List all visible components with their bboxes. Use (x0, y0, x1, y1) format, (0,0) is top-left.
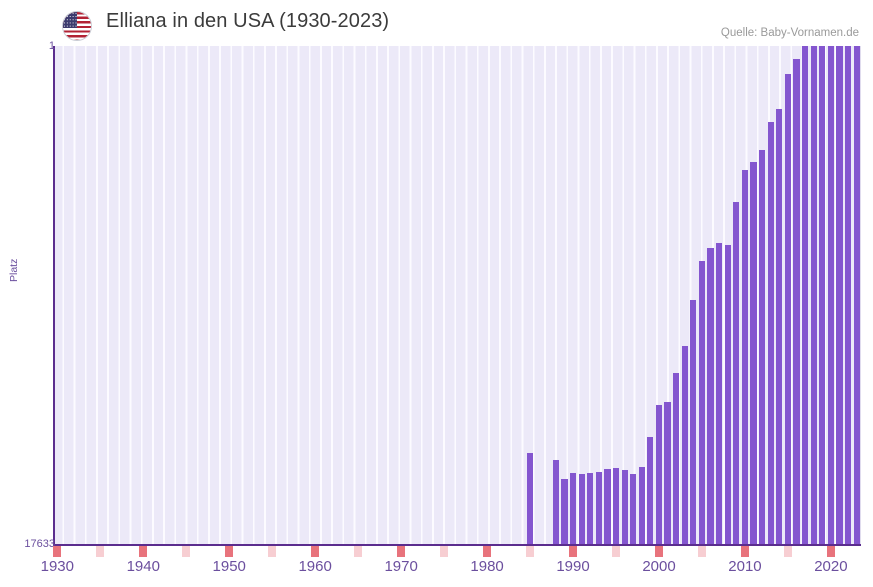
bar-2007[interactable] (716, 243, 723, 545)
x-axis-label-1930: 1930 (40, 558, 74, 575)
x-tick-2015 (783, 546, 792, 557)
bar-2005[interactable] (698, 261, 706, 545)
x-tick-1960 (311, 546, 320, 557)
flag-canton (63, 12, 77, 28)
bar-1997[interactable] (630, 474, 637, 545)
bar-2019[interactable] (819, 46, 826, 545)
flag-stars (63, 12, 77, 28)
bar-2017[interactable] (802, 46, 809, 545)
plot-area (53, 46, 861, 545)
bar-2004[interactable] (690, 300, 697, 545)
y-axis-top-label: 1 (48, 40, 55, 52)
x-tick-2010 (740, 546, 749, 557)
bar-2009[interactable] (733, 202, 740, 545)
bar-1988[interactable] (552, 460, 559, 545)
bar-1989[interactable] (561, 479, 568, 545)
bar-1995[interactable] (612, 468, 620, 545)
x-tick-1975 (440, 546, 449, 557)
source-attribution: Quelle: Baby-Vornamen.de (720, 27, 859, 39)
y-axis-title: Platz (8, 258, 20, 282)
y-axis-bottom-label: 17633 (24, 538, 55, 550)
x-tick-2020 (826, 546, 835, 557)
bar-2014[interactable] (776, 109, 783, 545)
y-axis-line (53, 46, 55, 545)
page-title: Elliana in den USA (1930-2023) (106, 10, 390, 32)
x-tick-1980 (483, 546, 492, 557)
x-axis-label-1980: 1980 (470, 558, 504, 575)
bar-2001[interactable] (664, 402, 671, 545)
x-tick-1935 (96, 546, 105, 557)
bar-1993[interactable] (595, 472, 602, 545)
bar-2008[interactable] (724, 245, 731, 545)
x-axis-ticks (0, 546, 873, 558)
x-tick-1985 (526, 546, 535, 557)
x-tick-1965 (354, 546, 363, 557)
x-axis-label-1940: 1940 (126, 558, 160, 575)
bar-2012[interactable] (759, 150, 766, 545)
bar-1992[interactable] (587, 473, 594, 545)
bar-1991[interactable] (578, 474, 585, 545)
bar-2022[interactable] (845, 46, 852, 545)
bar-2013[interactable] (767, 122, 774, 545)
x-tick-1940 (139, 546, 148, 557)
x-tick-1950 (225, 546, 234, 557)
bar-1994[interactable] (604, 469, 611, 545)
bar-2006[interactable] (707, 248, 714, 545)
bar-2021[interactable] (836, 46, 843, 545)
x-axis-label-2000: 2000 (642, 558, 676, 575)
bar-2010[interactable] (741, 170, 749, 545)
bar-2011[interactable] (750, 162, 757, 545)
x-axis-labels: 1930 1940 1950 1960 1970 1980 1990 2000 2010 2020 (0, 558, 873, 584)
x-tick-1990 (569, 546, 578, 557)
bar-2018[interactable] (810, 46, 817, 545)
bar-2016[interactable] (793, 59, 800, 545)
x-tick-1945 (182, 546, 191, 557)
x-axis-line (53, 544, 861, 546)
x-axis-label-1950: 1950 (212, 558, 246, 575)
x-axis-label-1970: 1970 (384, 558, 418, 575)
bar-1996[interactable] (621, 470, 628, 545)
x-tick-1955 (268, 546, 277, 557)
chart-header: Elliana in den USA (1930-2023) Quelle: B… (0, 0, 873, 46)
x-axis-label-2020: 2020 (814, 558, 848, 575)
bar-1990[interactable] (569, 473, 577, 545)
x-tick-2000 (655, 546, 663, 557)
bar-2020[interactable] (827, 46, 834, 545)
x-tick-1970 (397, 546, 406, 557)
bar-2023[interactable] (853, 46, 860, 545)
x-axis-label-1960: 1960 (298, 558, 332, 575)
bar-series (53, 46, 861, 545)
x-tick-1930 (53, 546, 62, 557)
bar-1999[interactable] (647, 437, 654, 545)
x-axis-label-2010: 2010 (728, 558, 762, 575)
us-flag-icon (62, 11, 92, 41)
bar-1998[interactable] (638, 467, 645, 545)
x-tick-2005 (697, 546, 706, 557)
bar-2002[interactable] (673, 373, 680, 545)
x-tick-1995 (612, 546, 621, 557)
bar-2003[interactable] (681, 346, 688, 545)
bar-2015[interactable] (784, 74, 792, 545)
bar-1985[interactable] (526, 453, 534, 545)
bar-2000[interactable] (655, 405, 663, 545)
no-data-shaded-region (859, 46, 861, 545)
x-axis-label-1990: 1990 (556, 558, 590, 575)
